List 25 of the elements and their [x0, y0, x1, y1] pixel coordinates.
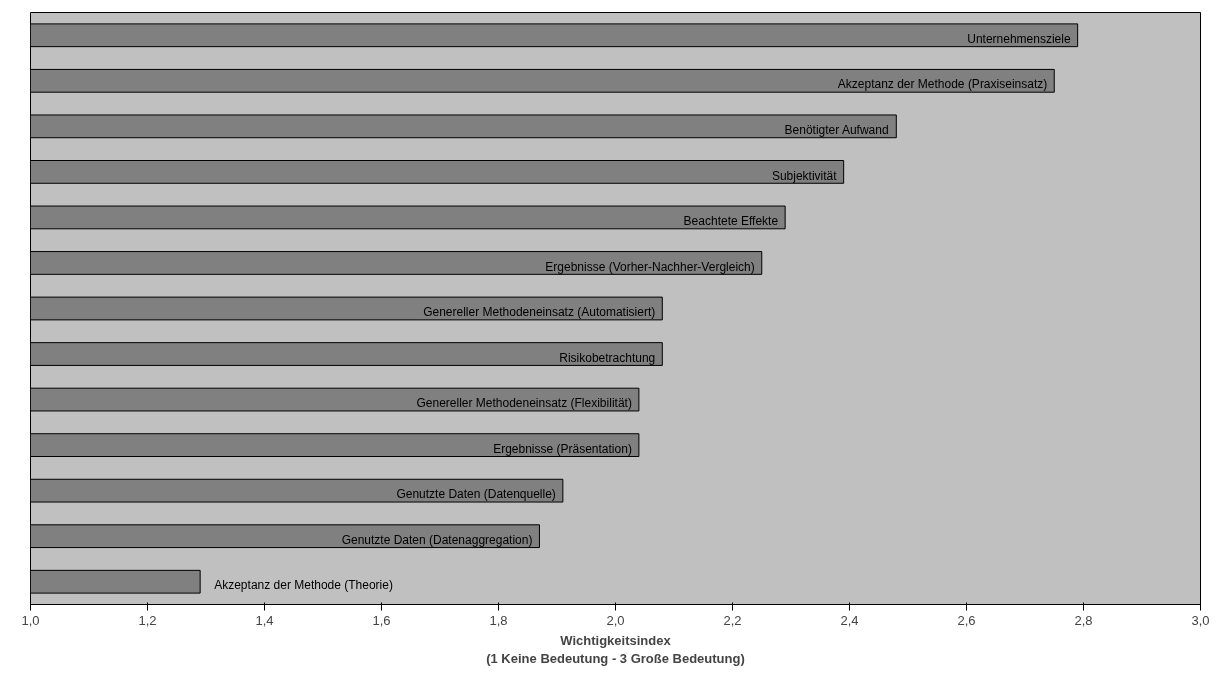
x-tick-label: 2,8 [1074, 612, 1093, 628]
y-tick-label: Ergebnisse (Präsentation) [493, 441, 632, 456]
y-tick-label: Unternehmensziele [967, 31, 1071, 46]
y-tick-label: Risikobetrachtung [559, 350, 656, 365]
x-tick-label: 1,2 [138, 612, 157, 628]
y-tick-label: Akzeptanz der Methode (Theorie) [214, 578, 393, 593]
y-tick-label: Akzeptanz der Methode (Praxiseinsatz) [837, 77, 1048, 92]
x-tick-label: 2,4 [840, 612, 859, 628]
y-tick-label: Benötigter Aufwand [784, 122, 889, 137]
x-tick-label: 3,0 [1191, 612, 1210, 628]
x-tick-label: 2,2 [723, 612, 742, 628]
y-tick-label: Genereller Methodeneinsatz (Automatisiert) [423, 305, 656, 320]
x-axis-title: Wichtigkeitsindex (1 Keine Bedeutung - 3 Große Bedeutung) [486, 632, 745, 666]
x-tick-label: 1,6 [372, 612, 391, 628]
x-tick-label: 2,0 [606, 612, 625, 628]
y-tick-label: Ergebnisse (Vorher-Nachher-Vergleich) [545, 259, 755, 274]
x-tick-label: 1,0 [21, 612, 40, 628]
y-tick-label: Genutzte Daten (Datenaggregation) [341, 532, 533, 547]
x-tick-label: 2,6 [957, 612, 976, 628]
x-tick-label: 1,4 [255, 612, 274, 628]
y-tick-label: Beachtete Effekte [683, 214, 779, 229]
x-tick-label: 1,8 [489, 612, 508, 628]
y-tick-label: Subjektivität [771, 168, 838, 183]
y-tick-label: Genutzte Daten (Datenquelle) [396, 487, 556, 502]
y-tick-label: Genereller Methodeneinsatz (Flexibilität) [416, 396, 632, 411]
